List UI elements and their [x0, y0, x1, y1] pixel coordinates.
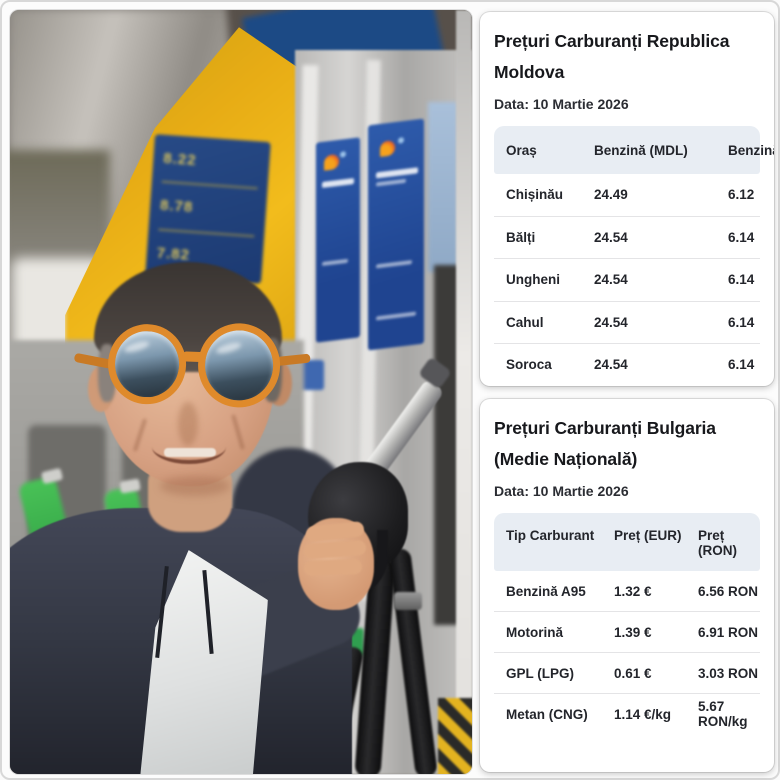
sunglasses-lens — [106, 322, 188, 406]
gas-station-photo: 8.22 8.78 7.82 — [10, 10, 472, 774]
table-row: Motorină 1.39 € 6.91 RON — [494, 612, 760, 653]
table-row: Bălți 24.54 6.14 — [494, 217, 760, 259]
price-cell: 6.91 RON — [698, 624, 759, 640]
column-header: Benzină (MDL) — [594, 142, 688, 158]
chin-shadow — [160, 476, 230, 496]
petrom-flame-dot-icon — [340, 151, 346, 158]
fuel-type-cell: Metan (CNG) — [506, 706, 588, 722]
hose-connector — [394, 592, 422, 610]
petrom-flame-icon — [380, 140, 395, 157]
petrom-flame-icon — [324, 153, 339, 171]
price-cell: 6.14 — [728, 357, 755, 373]
table-header-row: Oraș Benzină (MDL) Benzină — [494, 126, 774, 174]
card-title: Prețuri Carburanți Bulgaria (Medie Națio… — [494, 418, 716, 469]
city-cell: Chișinău — [506, 187, 564, 203]
petrom-logo-panel — [316, 137, 360, 343]
table-row: Metan (CNG) 1.14 €/kg 5.67 RON/kg — [494, 694, 760, 734]
table-row: Cahul 24.54 6.14 — [494, 302, 760, 344]
price-cell: 0.61 € — [614, 665, 652, 681]
column-header: Tip Carburant — [506, 528, 595, 543]
price-cell: 6.56 RON — [698, 583, 759, 599]
panel-text-bar — [376, 167, 418, 179]
orange-sunglasses — [73, 308, 311, 425]
sunglasses-lens — [196, 321, 282, 409]
column-header: Benzină — [728, 142, 774, 158]
panel-text-bar — [322, 258, 348, 266]
price-cell: 1.32 € — [614, 583, 652, 599]
bulgaria-prices-card: Prețuri Carburanți Bulgaria (Medie Națio… — [480, 399, 774, 772]
price-cell: 1.39 € — [614, 624, 652, 640]
price-cell: 6.14 — [728, 272, 755, 288]
price-cell: 1.14 €/kg — [614, 706, 672, 722]
card-title: Prețuri Carburanți Republica Moldova — [494, 31, 730, 82]
finger — [303, 558, 363, 577]
city-cell: Soroca — [506, 357, 552, 373]
sky-gap — [428, 102, 458, 272]
city-cell: Ungheni — [506, 272, 560, 288]
table-row: GPL (LPG) 0.61 € 3.03 RON — [494, 653, 760, 694]
smile — [152, 430, 226, 464]
price-cell: 5.67 RON/kg — [698, 699, 748, 729]
table-row: Chișinău 24.49 6.12 — [494, 174, 760, 217]
table-row: Ungheni 24.54 6.14 — [494, 259, 760, 302]
price-value: 8.22 — [162, 149, 198, 170]
price-cell: 6.14 — [728, 229, 755, 245]
city-cell: Cahul — [506, 314, 544, 330]
column-header: Preț (EUR) — [614, 528, 682, 543]
price-cell: 24.49 — [594, 187, 628, 203]
price-cell: 3.03 RON — [698, 665, 759, 681]
column-header: Preț (RON) — [698, 528, 737, 558]
moldova-prices-card: Prețuri Carburanți Republica Moldova Dat… — [480, 12, 774, 386]
table-row: Benzină A95 1.32 € 6.56 RON — [494, 571, 760, 612]
fuel-type-cell: Motorină — [506, 624, 563, 640]
lens-reflection — [123, 339, 151, 355]
column-header: Oraș — [506, 142, 537, 158]
price-cell: 24.54 — [594, 357, 628, 373]
pump-dark-slot — [434, 265, 460, 625]
panel-text-bar — [322, 178, 354, 188]
price-cell: 6.14 — [728, 314, 755, 330]
table-header-row: Tip Carburant Preț (EUR) Preț (RON) — [494, 513, 760, 571]
panel-text-bar — [376, 178, 406, 187]
bulgaria-prices-table: Tip Carburant Preț (EUR) Preț (RON) Benz… — [494, 513, 760, 734]
moldova-prices-table: Oraș Benzină (MDL) Benzină Chișinău 24.4… — [494, 126, 774, 386]
panel-text-bar — [376, 260, 412, 269]
fuel-price-sign: 8.22 8.78 7.82 — [145, 134, 271, 284]
price-cell: 24.54 — [594, 272, 628, 288]
card-date: Data: 10 Martie 2026 — [494, 96, 629, 112]
price-sign-divider — [158, 228, 255, 237]
fuel-type-cell: GPL (LPG) — [506, 665, 575, 681]
price-cell: 6.12 — [728, 187, 755, 203]
pump-right-pillar — [456, 10, 472, 774]
price-sign-divider — [161, 180, 258, 190]
card-date: Data: 10 Martie 2026 — [494, 483, 629, 499]
petrom-flame-dot-icon — [398, 137, 404, 144]
city-cell: Bălți — [506, 229, 536, 245]
lens-reflection — [215, 340, 243, 356]
price-value: 8.78 — [159, 197, 194, 217]
fuel-type-cell: Benzină A95 — [506, 583, 586, 599]
hazard-stripe — [438, 698, 472, 774]
table-row: Soroca 24.54 6.14 — [494, 344, 760, 386]
panel-text-bar — [376, 311, 416, 321]
price-cell: 24.54 — [594, 314, 628, 330]
price-cell: 24.54 — [594, 229, 628, 245]
sunglasses-bridge — [182, 351, 205, 363]
petrom-logo-panel — [368, 118, 424, 351]
